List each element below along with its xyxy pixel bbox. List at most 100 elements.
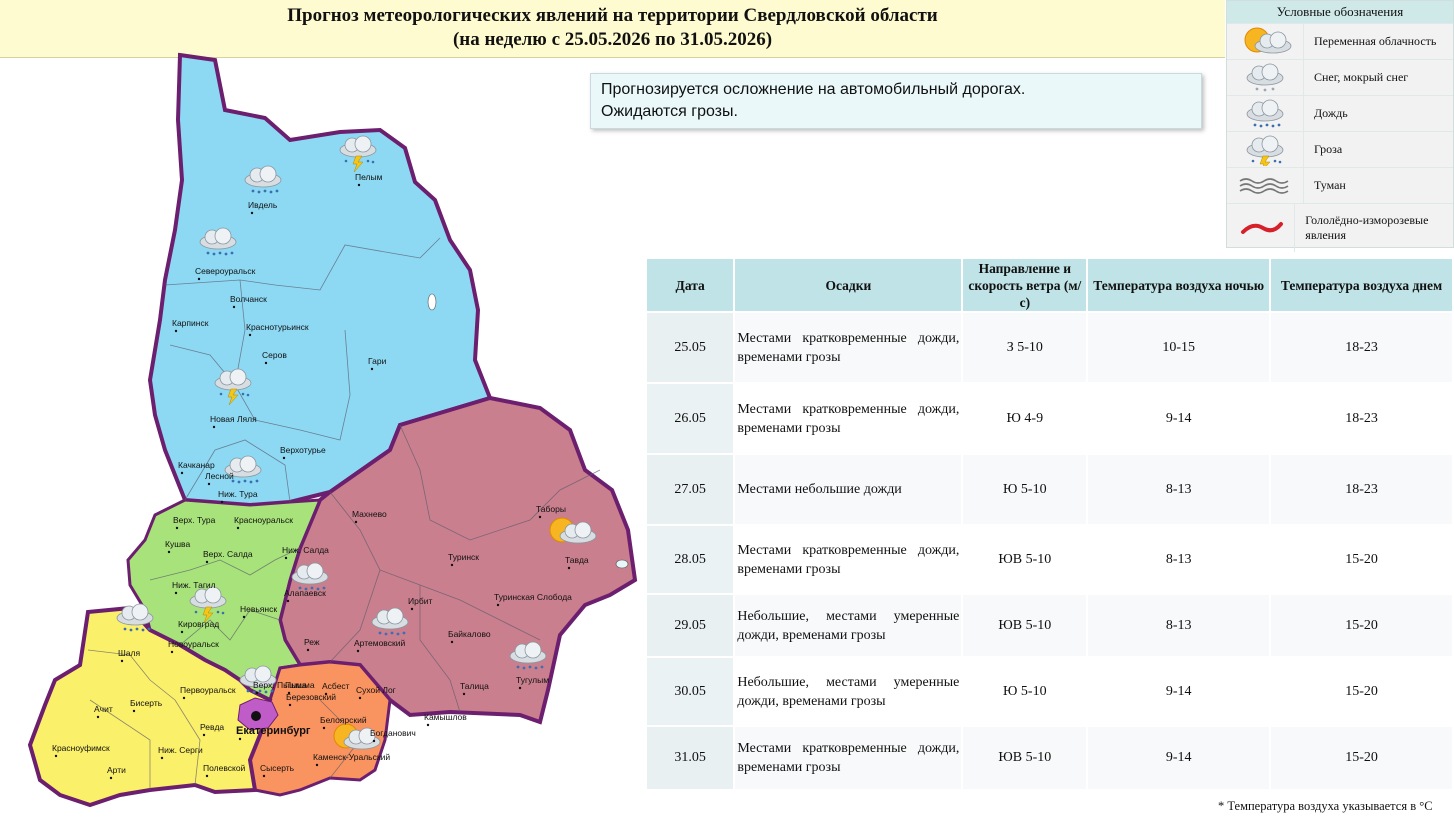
city-label: Махнево — [352, 509, 387, 519]
city-dot — [255, 691, 259, 695]
city-label: Арти — [107, 765, 126, 775]
city-label: Бисерть — [130, 698, 163, 708]
city-dot — [357, 183, 361, 187]
warning-notice: Прогнозируется осложнение на автомобильн… — [590, 73, 1202, 129]
city-label: Алапаевск — [284, 588, 326, 598]
city-label: Ниж. Тагил — [172, 580, 216, 590]
city-label: Пышма — [285, 680, 315, 690]
city-label: Невьянск — [240, 604, 277, 614]
table-row: 27.05 Местами небольшие дожди Ю 5-10 8-1… — [647, 455, 1452, 524]
city-label: Талица — [460, 681, 489, 691]
cell-wind: З 5-10 — [963, 313, 1087, 382]
city-label: Лесной — [205, 471, 234, 481]
city-dot — [372, 739, 376, 743]
city-dot — [174, 591, 178, 595]
city-dot — [182, 696, 186, 700]
cell-precip: Небольшие, местами умеренные дожди, врем… — [735, 658, 962, 725]
city-label: Каменск-Уральский — [313, 752, 390, 762]
city-label: Качканар — [178, 460, 215, 470]
table-row: 29.05 Небольшие, местами умеренные дожди… — [647, 595, 1452, 656]
city-label: Реж — [304, 637, 320, 647]
cell-night-temp: 8-13 — [1088, 595, 1270, 656]
cell-day-temp: 18-23 — [1271, 455, 1452, 524]
region-map: Пелым Ивдель Североуральск Волчанск Карпинск… — [27, 52, 638, 808]
legend-label: Снег, мокрый снег — [1314, 70, 1409, 84]
ekaterinburg-marker — [251, 711, 261, 721]
legend-label: Переменная облачность — [1314, 34, 1437, 48]
city-label: Ачит — [94, 704, 113, 714]
cell-night-temp: 9-14 — [1088, 727, 1270, 789]
city-dot — [109, 776, 113, 780]
forecast-table: Дата Осадки Направление и скорость ветра… — [645, 257, 1454, 791]
cell-night-temp: 8-13 — [1088, 455, 1270, 524]
city-dot — [284, 556, 288, 560]
city-dot — [180, 471, 184, 475]
city-dot — [322, 726, 326, 730]
city-dot — [356, 649, 360, 653]
city-label: Верх. Тура — [173, 515, 216, 525]
city-label: Красноуральск — [234, 515, 293, 525]
city-dot — [567, 566, 571, 570]
legend-row-rain: Дождь — [1227, 95, 1453, 131]
city-label: Серов — [262, 350, 287, 360]
city-dot — [205, 560, 209, 564]
city-dot — [282, 456, 286, 460]
city-label: Березовский — [286, 692, 336, 702]
city-dot — [96, 715, 100, 719]
col-precip-header: Осадки — [735, 259, 962, 311]
cell-wind: Ю 5-10 — [963, 658, 1087, 725]
cell-date: 25.05 — [647, 313, 734, 382]
thunderstorm-icon — [1227, 132, 1304, 167]
cell-date: 27.05 — [647, 455, 734, 524]
lake — [615, 559, 629, 569]
city-label: Верх. Пышма — [253, 680, 307, 690]
city-dot — [197, 277, 201, 281]
city-label: Тавда — [565, 555, 589, 565]
city-dot — [167, 550, 171, 554]
city-dot — [242, 615, 246, 619]
legend-row-fog: Туман — [1227, 167, 1453, 203]
legend-row-ice: Гололёдно-изморозевые явления — [1227, 203, 1453, 252]
cell-day-temp: 15-20 — [1271, 595, 1452, 656]
city-label: Верх. Салда — [203, 549, 253, 559]
legend-label: Дождь — [1314, 106, 1348, 120]
cell-day-temp: 15-20 — [1271, 727, 1452, 789]
cell-day-temp: 15-20 — [1271, 658, 1452, 725]
city-label: Полевской — [203, 763, 246, 773]
city-label: Ниж. Салда — [282, 545, 329, 555]
city-dot — [232, 305, 236, 309]
cell-precip: Небольшие, местами умеренные дожди, врем… — [735, 595, 962, 656]
city-label: Новая Ляля — [210, 414, 257, 424]
legend-row-thunderstorm: Гроза — [1227, 131, 1453, 167]
city-dot — [462, 692, 466, 696]
city-label: Таборы — [536, 504, 566, 514]
city-label: Кировград — [178, 619, 219, 629]
cell-night-temp: 9-14 — [1088, 658, 1270, 725]
city-dot — [410, 607, 414, 611]
city-label: Новоуральск — [168, 639, 219, 649]
city-label: Белоярский — [320, 715, 367, 725]
col-date-header: Дата — [647, 259, 734, 311]
city-dot — [205, 774, 209, 778]
col-day-header: Температура воздуха днем — [1271, 259, 1452, 311]
city-dot — [426, 723, 430, 727]
city-label: Гари — [368, 356, 387, 366]
city-dot — [354, 520, 358, 524]
fog-icon — [1227, 168, 1304, 203]
cell-date: 30.05 — [647, 658, 734, 725]
city-dot — [286, 599, 290, 603]
cell-wind: ЮВ 5-10 — [963, 727, 1087, 789]
cell-wind: ЮВ 5-10 — [963, 595, 1087, 656]
cell-precip: Местами небольшие дожди — [735, 455, 962, 524]
city-label: Сысерть — [260, 763, 295, 773]
city-dot — [238, 737, 242, 741]
city-label: Краснотурьинск — [246, 322, 309, 332]
city-label: Богданович — [370, 728, 416, 738]
cell-date: 26.05 — [647, 384, 734, 453]
cell-wind: ЮВ 5-10 — [963, 526, 1087, 593]
city-label: Ниж. Серги — [158, 745, 203, 755]
page-title: Прогноз метеорологических явлений на тер… — [287, 5, 938, 26]
city-dot — [207, 482, 211, 486]
cell-night-temp: 9-14 — [1088, 384, 1270, 453]
city-dot — [132, 709, 136, 713]
